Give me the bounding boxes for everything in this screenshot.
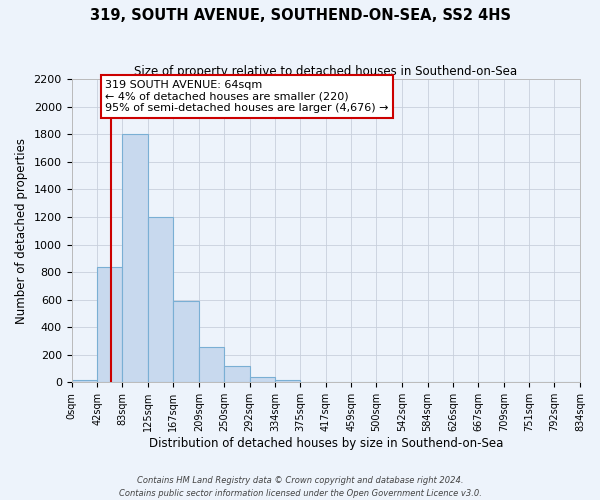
Text: 319 SOUTH AVENUE: 64sqm
← 4% of detached houses are smaller (220)
95% of semi-de: 319 SOUTH AVENUE: 64sqm ← 4% of detached… (105, 80, 389, 113)
Text: 319, SOUTH AVENUE, SOUTHEND-ON-SEA, SS2 4HS: 319, SOUTH AVENUE, SOUTHEND-ON-SEA, SS2 … (89, 8, 511, 22)
Bar (224, 366, 250, 382)
Bar (97, 266, 122, 382)
Bar (199, 347, 224, 382)
Text: Contains HM Land Registry data © Crown copyright and database right 2024.
Contai: Contains HM Land Registry data © Crown c… (119, 476, 481, 498)
X-axis label: Distribution of detached houses by size in Southend-on-Sea: Distribution of detached houses by size … (149, 437, 503, 450)
Y-axis label: Number of detached properties: Number of detached properties (15, 138, 28, 324)
Bar (173, 301, 199, 382)
Bar (250, 377, 275, 382)
Bar (275, 380, 300, 382)
Bar (71, 380, 97, 382)
Bar (122, 134, 148, 382)
Title: Size of property relative to detached houses in Southend-on-Sea: Size of property relative to detached ho… (134, 65, 517, 78)
Bar (148, 217, 173, 382)
